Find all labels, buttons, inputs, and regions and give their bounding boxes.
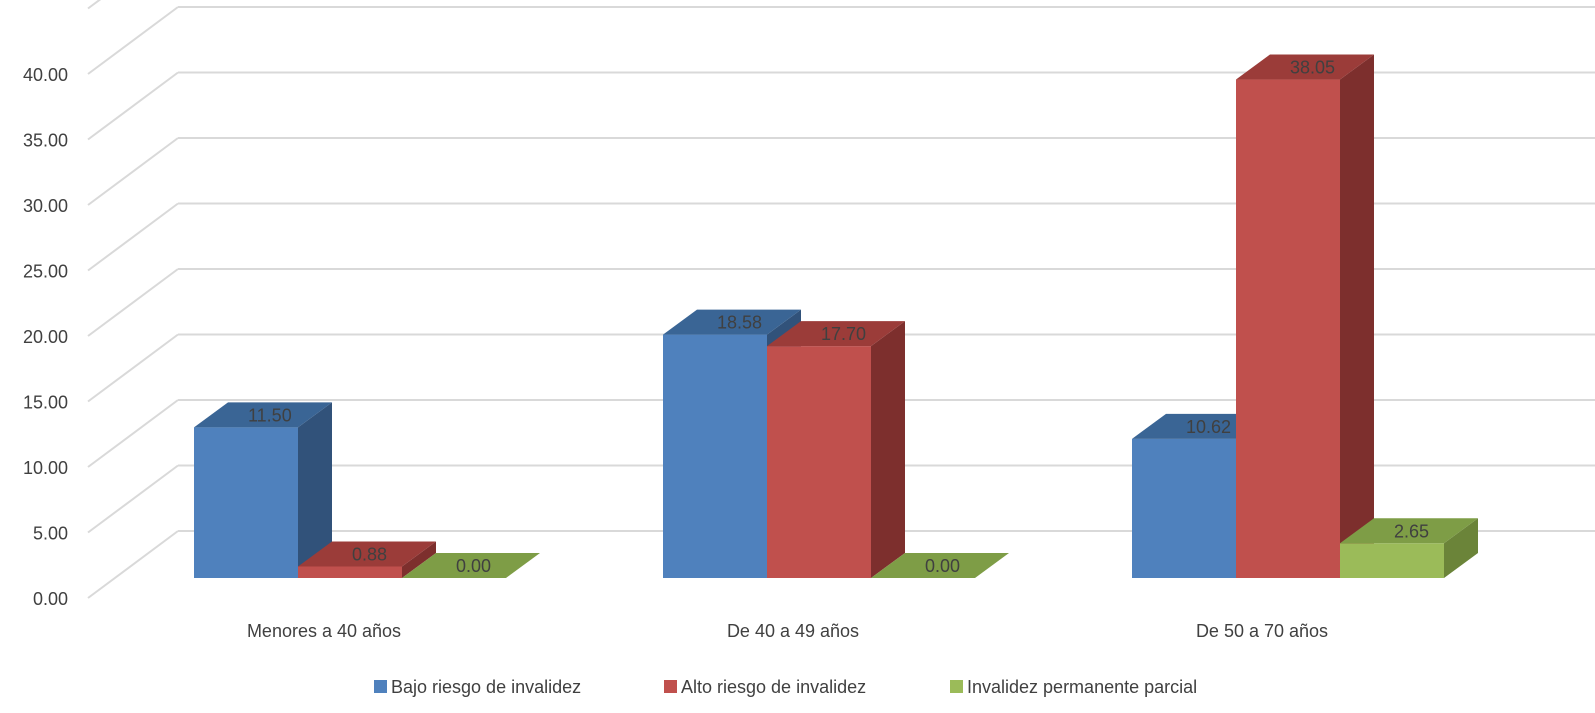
legend: Bajo riesgo de invalidez Alto riesgo de i… <box>374 677 1197 697</box>
gridline-side <box>87 137 179 206</box>
bar-front <box>663 334 767 578</box>
bar-front <box>1340 543 1444 578</box>
legend-swatch <box>664 680 677 693</box>
gridline-side <box>87 0 102 10</box>
bar-front <box>1236 79 1340 579</box>
legend-label: Bajo riesgo de invalidez <box>391 677 581 697</box>
bar-top <box>663 309 801 335</box>
gridline-side <box>87 530 179 599</box>
legend-swatch <box>950 680 963 693</box>
bar-top <box>1236 54 1374 80</box>
gridline-side <box>87 71 179 141</box>
bar-side <box>871 321 905 578</box>
bar-front <box>767 346 871 578</box>
gridline-side <box>87 464 179 534</box>
bar-side <box>1340 54 1374 579</box>
y-tick-label: 20.00 <box>23 327 68 347</box>
legend-swatch <box>374 680 387 693</box>
category-label: De 50 a 70 años <box>1196 621 1328 641</box>
data-label: 0.00 <box>925 556 960 576</box>
data-label: 17.70 <box>821 324 866 344</box>
legend-label: Invalidez permanente parcial <box>967 677 1197 697</box>
bar-top <box>402 553 540 578</box>
bar-front <box>194 427 298 578</box>
y-axis-ticks: 0.00 5.00 10.00 15.00 20.00 25.00 30.00 35.00 40… <box>23 65 68 609</box>
data-label: 11.50 <box>248 405 292 425</box>
bar-top <box>298 541 436 567</box>
data-labels: 11.50 0.88 0.00 18.58 17.70 0.00 10.62 38.05 2.6… <box>248 58 1429 576</box>
category-labels: Menores a 40 años De 40 a 49 años De 50 a … <box>247 621 1328 641</box>
gridline-side <box>87 202 179 272</box>
gridline-side <box>87 399 179 468</box>
bar-side <box>298 402 332 578</box>
data-label: 2.65 <box>1394 521 1429 541</box>
y-tick-label: 10.00 <box>23 458 68 478</box>
y-tick-label: 0.00 <box>33 589 68 609</box>
y-tick-label: 40.00 <box>23 65 68 85</box>
data-label: 38.05 <box>1290 58 1335 78</box>
category-label: Menores a 40 años <box>247 621 401 641</box>
data-label: 18.58 <box>717 313 762 333</box>
gridline-side <box>87 268 179 337</box>
bar-top <box>1132 413 1270 439</box>
bars <box>194 54 1478 579</box>
gridline-side <box>87 333 179 403</box>
bar-front <box>1132 438 1236 578</box>
y-tick-label: 5.00 <box>33 524 68 544</box>
bar-side <box>402 541 436 578</box>
bar-top <box>1340 518 1478 544</box>
bar-top <box>194 402 332 428</box>
data-label: 10.62 <box>1186 417 1231 437</box>
bar-side <box>1444 518 1478 578</box>
data-label: 0.00 <box>456 556 491 576</box>
data-label: 0.88 <box>352 544 387 564</box>
bar-top <box>767 321 905 347</box>
category-label: De 40 a 49 años <box>727 621 859 641</box>
bar-top <box>871 553 1009 578</box>
y-tick-label: 30.00 <box>23 196 68 216</box>
y-tick-label: 25.00 <box>23 262 68 282</box>
gridline-side <box>87 6 179 75</box>
bar-front <box>298 566 402 578</box>
legend-label: Alto riesgo de invalidez <box>681 677 866 697</box>
y-tick-label: 35.00 <box>23 131 68 151</box>
y-tick-label: 15.00 <box>23 393 68 413</box>
